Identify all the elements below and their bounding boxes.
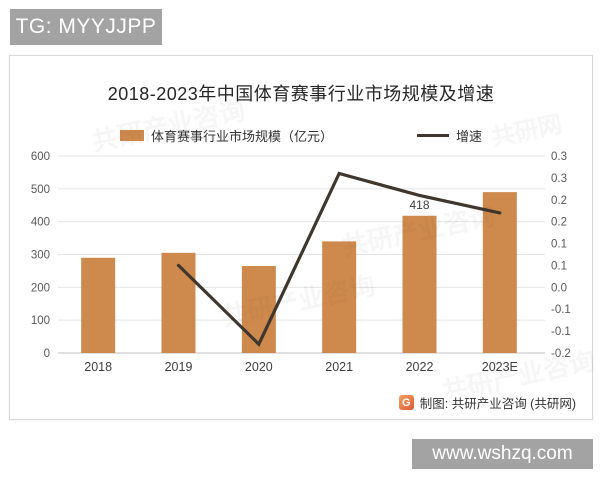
legend-item-market-size: 体育赛事行业市场规模（亿元）: [119, 126, 333, 145]
right-axis-tick-label: 0.1: [551, 239, 567, 251]
bar-2018: [81, 257, 116, 353]
bar-2023E: [482, 192, 517, 353]
bar-2022: [402, 215, 437, 353]
chart-plot-area: 600 500 400 300 200 100 0 0.3 0.3 0.2 0.2 0.1 0.1 0.0…: [31, 151, 571, 374]
left-axis-tick-label: 100: [31, 315, 50, 327]
chart-card: 2018-2023年中国体育赛事行业市场规模及增速 体育赛事行业市场规模（亿元）…: [9, 55, 598, 420]
right-axis-tick-label: 0.3: [551, 151, 567, 163]
tg-watermark-badge: TG: MYYJJPP: [10, 9, 162, 45]
left-axis-tick-label: 0: [44, 348, 50, 360]
right-axis-tick-label: 0.3: [551, 173, 567, 185]
bar-2021: [322, 241, 357, 353]
legend-label-growth: 增速: [456, 129, 483, 144]
right-axis-tick-label: -0.1: [551, 326, 571, 338]
x-axis-label-2023E: 2023E: [482, 360, 518, 374]
left-axis-tick-label: 300: [31, 250, 50, 262]
x-axis-label-2018: 2018: [84, 360, 112, 374]
right-axis-tick-label: -0.2: [551, 348, 571, 360]
bar-2019: [161, 252, 196, 353]
chart-footer: G 制图: 共研产业咨询 (共研网): [398, 393, 576, 412]
growth-rate-line: [176, 171, 502, 347]
right-axis-tick-label: 0.2: [551, 195, 567, 207]
right-axis-tick-label: 0.2: [551, 217, 567, 229]
x-axis-label-2019: 2019: [165, 360, 193, 374]
right-axis-tick-label: 0.1: [551, 260, 567, 272]
right-axis-tick-label: -0.1: [551, 304, 571, 316]
chart-title: 2018-2023年中国体育赛事行业市场规模及增速: [107, 84, 495, 104]
left-axis-tick-label: 400: [31, 217, 50, 229]
left-axis-tick-label: 200: [31, 282, 50, 294]
x-axis-label-2022: 2022: [406, 360, 434, 374]
site-url-badge: www.wshzq.com: [412, 439, 593, 469]
x-axis-label-2020: 2020: [245, 360, 273, 374]
footer-credit-label: 制图: 共研产业咨询 (共研网): [419, 397, 576, 411]
gongyan-logo-icon: G: [398, 395, 414, 410]
chart-legend: 体育赛事行业市场规模（亿元） 增速: [10, 126, 592, 145]
line-legend-swatch-icon: [417, 134, 449, 137]
left-axis-tick-label: 500: [31, 184, 50, 196]
legend-item-growth: 增速: [417, 126, 482, 145]
bar-2020: [241, 265, 276, 353]
right-axis-tick-label: 0.0: [551, 282, 567, 294]
bar-value-label-2022: 418: [409, 198, 429, 212]
x-axis-label-2021: 2021: [325, 360, 353, 374]
bar-legend-swatch-icon: [119, 130, 144, 141]
legend-label-market-size: 体育赛事行业市场规模（亿元）: [150, 129, 333, 144]
left-axis-tick-label: 600: [31, 151, 50, 163]
